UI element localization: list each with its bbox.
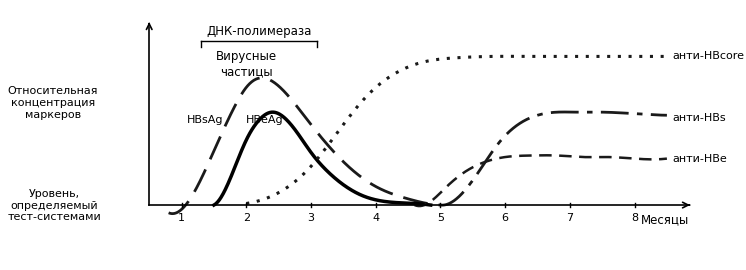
Text: 7: 7 xyxy=(566,213,574,223)
Text: 1: 1 xyxy=(178,213,185,223)
Text: анти-HBe: анти-HBe xyxy=(672,154,727,164)
Text: Вирусные
частицы: Вирусные частицы xyxy=(216,50,277,78)
Text: анти-HBs: анти-HBs xyxy=(672,113,726,123)
Text: HBsAg: HBsAg xyxy=(186,114,223,124)
Text: анти-HBcore: анти-HBcore xyxy=(672,51,744,61)
Text: ДНК-полимераза: ДНК-полимераза xyxy=(207,25,312,38)
Text: HBeAg: HBeAg xyxy=(246,114,284,124)
Text: 8: 8 xyxy=(631,213,638,223)
Text: 6: 6 xyxy=(501,213,509,223)
Text: Уровень,
определяемый
тест-системами: Уровень, определяемый тест-системами xyxy=(7,189,101,222)
Text: Месяцы: Месяцы xyxy=(642,213,689,226)
Text: 2: 2 xyxy=(242,213,250,223)
Text: 3: 3 xyxy=(307,213,315,223)
Text: 4: 4 xyxy=(372,213,379,223)
Text: Относительная
концентрация
маркеров: Относительная концентрация маркеров xyxy=(7,86,98,120)
Text: 5: 5 xyxy=(437,213,444,223)
